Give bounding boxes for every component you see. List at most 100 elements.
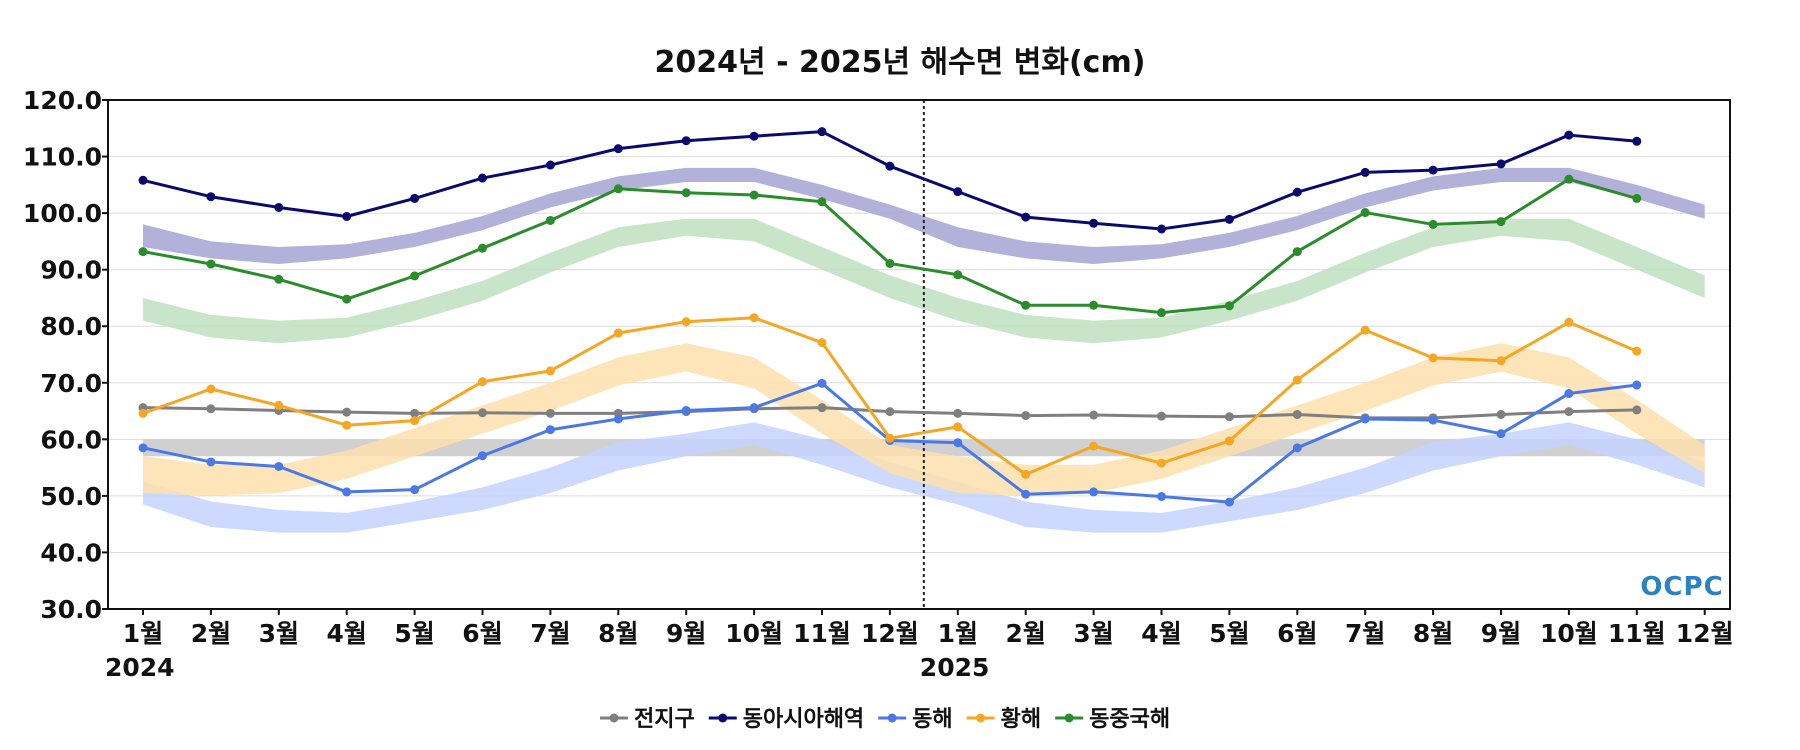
- data-point-동중국해: [274, 274, 284, 284]
- data-point-황해: [1496, 356, 1506, 366]
- legend-label: 동중국해: [1089, 707, 1170, 732]
- data-point-동아시아해역: [1360, 167, 1370, 177]
- data-point-동해: [613, 414, 623, 424]
- data-point-황해: [1632, 346, 1642, 356]
- data-point-동해: [1157, 491, 1166, 501]
- data-point-황해: [410, 416, 420, 426]
- x-tick-label: 3월: [1073, 619, 1113, 648]
- data-point-전지구: [1224, 412, 1234, 422]
- data-point-황해: [817, 338, 827, 348]
- data-point-전지구: [953, 408, 963, 418]
- band-전지구: [143, 439, 1705, 457]
- ocpc-logo: OCPC: [1640, 572, 1723, 602]
- data-point-동아시아해역: [681, 136, 691, 146]
- y-tick-label: 60.0: [40, 425, 102, 454]
- data-point-동아시아해역: [1496, 159, 1506, 169]
- x-tick-label: 1월: [123, 619, 163, 648]
- data-point-동중국해: [410, 271, 420, 281]
- data-point-전지구: [206, 404, 216, 414]
- x-tick-label: 4월: [326, 619, 366, 648]
- x-tick-label: 10월: [1540, 619, 1598, 648]
- data-point-황해: [1224, 436, 1234, 446]
- x-tick-label: 2월: [1005, 619, 1045, 648]
- data-point-전지구: [478, 408, 487, 418]
- data-point-동아시아해역: [817, 127, 827, 137]
- data-point-황해: [885, 433, 895, 443]
- x-tick-label: 8월: [598, 619, 638, 648]
- data-point-동중국해: [1360, 208, 1370, 218]
- data-point-동중국해: [478, 243, 487, 253]
- data-point-전지구: [1021, 411, 1031, 421]
- x-tick-label: 6월: [462, 619, 502, 648]
- data-point-동해: [1021, 489, 1031, 499]
- data-point-동중국해: [1428, 219, 1438, 229]
- y-axis-ticks: 120.0 110.0 100.0 90.0 80.0 70.0 60.0 50.0 40.0 3…: [23, 86, 108, 624]
- data-point-동중국해: [817, 197, 827, 207]
- legend-label: 동아시아해역: [743, 707, 864, 732]
- data-point-동아시아해역: [138, 175, 148, 185]
- y-tick-label: 80.0: [40, 312, 102, 341]
- y-tick-label: 110.0: [23, 143, 102, 172]
- data-point-황해: [1428, 353, 1438, 363]
- data-point-황해: [1360, 325, 1370, 335]
- x-tick-label: 5월: [1209, 619, 1249, 648]
- legend-label: 전지구: [634, 707, 695, 732]
- data-point-동해: [1496, 429, 1506, 439]
- legend-marker: [718, 713, 728, 723]
- data-point-동해: [342, 487, 352, 497]
- x-tick-label: 3월: [259, 619, 299, 648]
- x-tick-label: 7월: [530, 619, 570, 648]
- x-tick-label: 10월: [725, 619, 783, 648]
- band-동중국해: [143, 218, 1705, 344]
- data-point-동중국해: [545, 215, 555, 225]
- data-point-황해: [749, 313, 759, 323]
- data-point-동해: [1089, 487, 1099, 497]
- year-label: 2025: [920, 653, 990, 682]
- data-point-전지구: [817, 403, 827, 413]
- x-tick-label: 11월: [793, 619, 851, 648]
- data-point-동중국해: [953, 270, 963, 280]
- data-point-동아시아해역: [274, 202, 284, 212]
- data-point-동해: [1428, 415, 1438, 425]
- legend: 전지구 동아시아해역 동해 황해 동중국해: [600, 707, 1170, 732]
- y-tick-label: 70.0: [40, 369, 102, 398]
- data-point-황해: [613, 328, 623, 338]
- data-point-동중국해: [206, 259, 216, 269]
- data-point-동아시아해역: [613, 144, 623, 154]
- data-point-동중국해: [1157, 308, 1166, 318]
- data-point-전지구: [1157, 411, 1166, 421]
- data-point-동중국해: [1021, 300, 1031, 310]
- plot-frame: [107, 99, 1731, 610]
- data-point-전지구: [885, 407, 895, 417]
- x-tick-label: 8월: [1413, 619, 1453, 648]
- data-point-동해: [478, 451, 487, 461]
- data-point-동해: [953, 438, 963, 448]
- data-point-동해: [681, 405, 691, 415]
- data-point-동아시아해역: [1428, 165, 1438, 175]
- logo-text: OCPC: [1640, 572, 1723, 602]
- data-point-동해: [749, 403, 759, 413]
- series-lines: [138, 127, 1642, 507]
- data-point-동아시아해역: [1157, 224, 1166, 234]
- year-labels: 2024 2025: [105, 653, 989, 682]
- data-point-전지구: [410, 408, 420, 418]
- legend-marker: [887, 713, 897, 723]
- x-tick-label: 4월: [1141, 619, 1181, 648]
- data-point-동해: [1564, 389, 1574, 399]
- data-point-동아시아해역: [749, 131, 759, 141]
- legend-label: 황해: [1001, 707, 1041, 732]
- data-point-전지구: [342, 407, 352, 417]
- data-point-동해: [1360, 414, 1370, 424]
- data-point-동해: [545, 425, 555, 435]
- x-tick-label: 9월: [1481, 619, 1521, 648]
- data-point-황해: [1157, 458, 1166, 468]
- year-label: 2024: [105, 653, 175, 682]
- y-tick-label: 120.0: [23, 86, 102, 115]
- x-tick-label: 2월: [191, 619, 231, 648]
- data-point-동해: [410, 485, 420, 495]
- x-tick-label: 9월: [666, 619, 706, 648]
- data-point-황해: [681, 317, 691, 327]
- data-point-황해: [478, 377, 487, 387]
